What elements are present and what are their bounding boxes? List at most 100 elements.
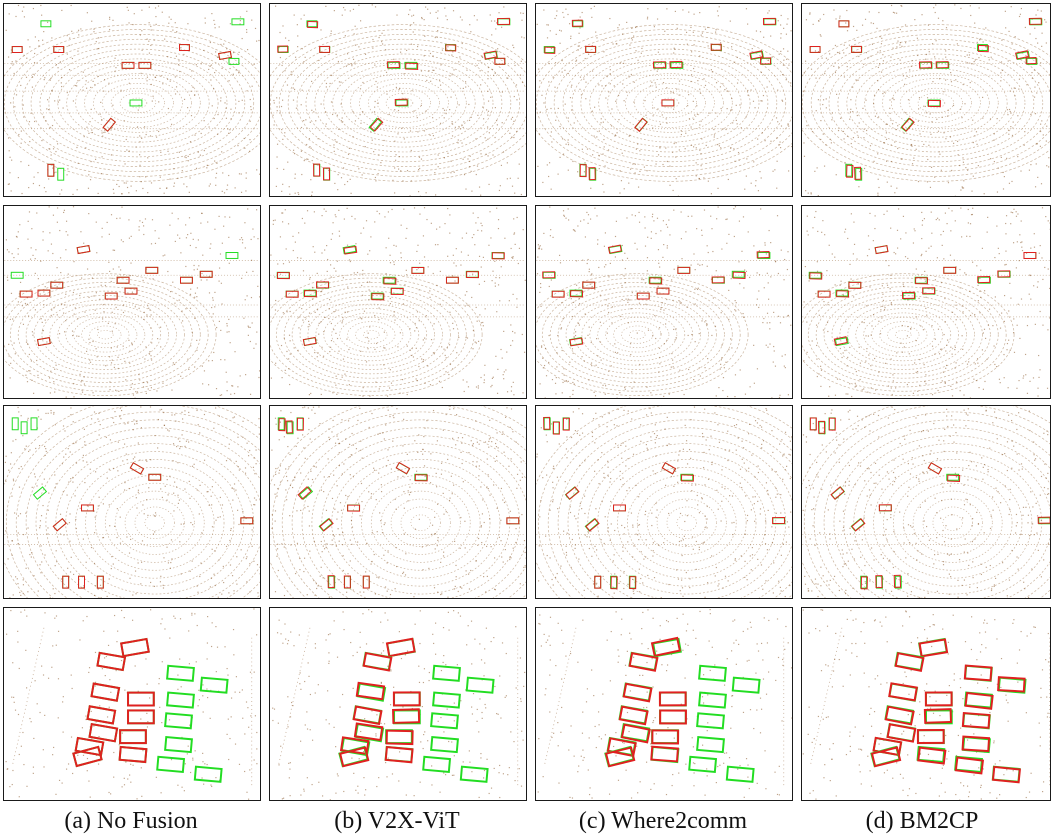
prediction-box bbox=[148, 473, 162, 481]
ground-truth-box bbox=[116, 276, 130, 284]
ground-truth-box bbox=[166, 691, 195, 709]
prediction-box bbox=[466, 271, 480, 279]
ground-truth-box bbox=[298, 486, 314, 500]
prediction-box bbox=[392, 708, 421, 724]
prediction-box bbox=[961, 712, 991, 729]
prediction-box bbox=[118, 745, 148, 764]
ground-truth-box bbox=[977, 276, 991, 284]
ground-truth-box bbox=[11, 46, 23, 53]
prediction-box bbox=[347, 504, 361, 512]
prediction-box bbox=[343, 245, 358, 255]
prediction-box bbox=[124, 287, 138, 295]
prediction-box bbox=[860, 576, 868, 590]
ground-truth-box bbox=[62, 575, 70, 589]
ground-truth-box bbox=[834, 337, 849, 347]
prediction-box bbox=[836, 290, 850, 298]
prediction-box bbox=[565, 486, 580, 500]
caption-no-fusion: (a) No Fusion bbox=[64, 808, 198, 834]
ground-truth-box bbox=[1026, 57, 1038, 65]
prediction-box bbox=[371, 293, 385, 301]
prediction-box bbox=[809, 272, 823, 280]
ground-truth-box bbox=[677, 266, 691, 274]
prediction-box bbox=[947, 474, 961, 482]
ground-truth-box bbox=[1038, 517, 1050, 525]
ground-truth-box bbox=[808, 271, 822, 279]
ground-truth-box bbox=[148, 473, 162, 481]
ground-truth-box bbox=[838, 20, 850, 28]
ground-truth-box bbox=[199, 270, 213, 278]
panel-r2-no-fusion bbox=[3, 205, 261, 399]
prediction-box bbox=[650, 745, 679, 763]
ground-truth-box bbox=[670, 61, 684, 69]
prediction-box bbox=[585, 518, 600, 532]
prediction-box bbox=[582, 281, 596, 289]
prediction-box bbox=[620, 723, 651, 744]
prediction-box bbox=[543, 416, 551, 430]
panel-r3-no-fusion bbox=[3, 405, 261, 599]
ground-truth-box bbox=[894, 575, 902, 589]
ground-truth-box bbox=[368, 117, 383, 132]
ground-truth-box bbox=[855, 167, 863, 181]
prediction-box bbox=[954, 756, 985, 775]
prediction-box bbox=[96, 575, 104, 589]
prediction-box bbox=[72, 745, 103, 768]
ground-truth-box bbox=[465, 676, 495, 694]
prediction-box bbox=[74, 736, 105, 757]
ground-truth-box bbox=[180, 276, 193, 284]
prediction-box bbox=[610, 576, 618, 590]
prediction-box bbox=[47, 163, 55, 177]
ground-truth-box bbox=[40, 20, 52, 28]
prediction-box bbox=[935, 61, 949, 69]
prediction-box bbox=[659, 709, 687, 725]
prediction-box bbox=[569, 337, 584, 347]
ground-truth-box bbox=[387, 61, 401, 69]
ground-truth-box bbox=[20, 421, 28, 435]
ground-truth-box bbox=[156, 755, 186, 773]
prediction-box bbox=[76, 245, 91, 255]
prediction-box bbox=[922, 287, 936, 295]
ground-truth-box bbox=[917, 729, 945, 745]
prediction-box bbox=[817, 290, 831, 298]
ground-truth-box bbox=[731, 270, 745, 278]
ground-truth-box bbox=[551, 290, 565, 298]
prediction-box bbox=[732, 271, 746, 279]
ground-truth-box bbox=[936, 61, 950, 69]
prediction-box bbox=[127, 691, 155, 707]
ground-truth-box bbox=[228, 57, 240, 65]
ground-truth-box bbox=[757, 252, 771, 259]
prediction-box bbox=[494, 57, 506, 65]
prediction-box bbox=[1015, 50, 1030, 60]
prediction-box bbox=[874, 245, 889, 255]
prediction-box bbox=[179, 44, 190, 52]
prediction-box bbox=[886, 723, 917, 743]
ground-truth-box bbox=[661, 99, 675, 107]
prediction-box bbox=[917, 746, 947, 765]
prediction-box bbox=[119, 729, 147, 745]
prediction-box bbox=[997, 676, 1026, 693]
ground-truth-box bbox=[608, 245, 623, 255]
ground-truth-box bbox=[680, 473, 694, 481]
ground-truth-box bbox=[817, 290, 831, 298]
prediction-box bbox=[78, 575, 85, 589]
panel-r3-bm2cp bbox=[801, 405, 1051, 599]
ground-truth-box bbox=[459, 765, 489, 783]
ground-truth-box bbox=[404, 61, 418, 69]
prediction-box bbox=[86, 705, 117, 725]
prediction-box bbox=[851, 518, 866, 532]
prediction-box bbox=[96, 651, 127, 672]
prediction-box bbox=[571, 19, 583, 27]
panel-r2-v2x-vit bbox=[269, 205, 527, 399]
ground-truth-box bbox=[370, 292, 384, 300]
ground-truth-box bbox=[166, 664, 195, 682]
prediction-box bbox=[618, 705, 649, 726]
prediction-box bbox=[1023, 252, 1037, 259]
prediction-box bbox=[384, 745, 414, 764]
prediction-box bbox=[394, 98, 408, 106]
ground-truth-box bbox=[422, 755, 452, 773]
ground-truth-box bbox=[946, 473, 960, 481]
ground-truth-box bbox=[432, 691, 461, 709]
prediction-box bbox=[129, 462, 145, 475]
prediction-box bbox=[319, 518, 334, 532]
prediction-box bbox=[319, 45, 331, 53]
ground-truth-box bbox=[316, 281, 330, 289]
